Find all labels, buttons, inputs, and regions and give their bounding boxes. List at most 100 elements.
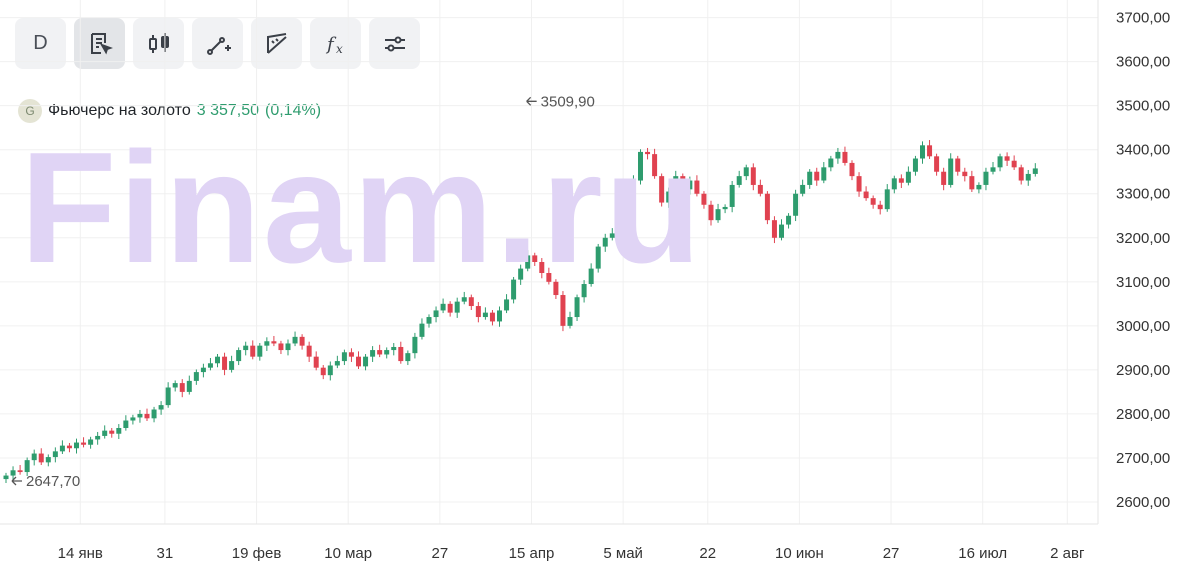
candle-body [623, 193, 629, 223]
candle-body [116, 428, 122, 434]
candle-body [243, 345, 249, 351]
candle-body [511, 279, 517, 300]
ruler-button[interactable] [251, 18, 302, 69]
candle-body [186, 380, 192, 392]
y-tick-label: 3300,00 [1116, 186, 1170, 203]
candle-body [666, 191, 672, 203]
candle-body [687, 180, 693, 190]
candle-body [109, 430, 115, 434]
candle-body [652, 154, 658, 177]
candle-body [3, 475, 9, 480]
candle-body [475, 306, 481, 318]
candle-body [708, 204, 714, 221]
candle-body [306, 345, 312, 357]
candle-body [1032, 168, 1038, 174]
y-tick-label: 3000,00 [1116, 318, 1170, 335]
candle-body [1018, 167, 1024, 181]
candle-body [123, 420, 129, 429]
x-tick-label: 10 мар [324, 545, 372, 562]
candle-body [207, 363, 213, 368]
instrument-change: (0,14%) [265, 102, 322, 119]
indicators-button[interactable]: f x [310, 18, 361, 69]
candle-body [630, 180, 636, 194]
candle-body [595, 246, 601, 269]
candle-body [433, 310, 439, 318]
candle-body [24, 460, 30, 473]
instrument-name: Фьючерс на золото [48, 102, 191, 119]
candle-body [482, 312, 488, 318]
candle-body [715, 209, 721, 221]
candle-body [59, 445, 65, 452]
candle-body [313, 356, 319, 368]
ruler-icon [266, 32, 287, 54]
y-tick-label: 3700,00 [1116, 10, 1170, 27]
candle-body [821, 167, 827, 181]
candle-body [779, 224, 784, 238]
candle-body [292, 336, 298, 344]
candle-body [574, 297, 580, 318]
annotation-label: 2647,70 [26, 473, 80, 490]
x-tick-label: 5 май [603, 545, 643, 562]
candle-body [983, 171, 989, 185]
candle-body [81, 442, 87, 445]
candle-body [222, 356, 228, 370]
candle-body [257, 345, 263, 357]
candle-body [807, 171, 813, 185]
candle-body [814, 171, 820, 181]
candle-body [405, 353, 411, 362]
candle-body [722, 206, 728, 210]
instrument-badge: G [18, 99, 42, 123]
annotation-label: 3509,90 [541, 93, 595, 110]
y-tick-label: 3400,00 [1116, 142, 1170, 159]
candle-body [560, 295, 566, 326]
candle-body [504, 299, 510, 311]
candle-body [659, 176, 665, 203]
price-annotation: 3509,90 [526, 93, 595, 110]
candle-body [151, 409, 157, 419]
period-button[interactable]: D [15, 18, 66, 69]
candle-body [45, 457, 51, 463]
candle-body [736, 176, 742, 185]
y-tick-label: 3100,00 [1116, 274, 1170, 291]
candle-body [680, 176, 686, 190]
x-tick-label: 31 [157, 545, 174, 562]
candle-body [588, 268, 594, 285]
candle-body [447, 303, 453, 313]
chart-settings-button[interactable] [74, 18, 125, 69]
x-tick-label: 19 фев [232, 545, 282, 562]
candle-body [144, 413, 150, 419]
candle-body [835, 151, 841, 159]
candle-body [920, 145, 925, 159]
candle-body [66, 445, 72, 449]
candle-body [955, 158, 961, 172]
candle-body [454, 301, 460, 313]
candle-body [912, 158, 918, 172]
candle-body [701, 193, 707, 205]
candle-body [905, 171, 911, 183]
instrument-legend: G Фьючерс на золото 3 357,50 (0,14%) [18, 99, 321, 123]
candle-body [278, 343, 284, 351]
candle-body [348, 352, 354, 357]
x-tick-label: 14 янв [58, 545, 103, 562]
candle-body [793, 193, 799, 216]
candle-body [976, 184, 982, 190]
candle-body [757, 184, 763, 194]
candle-body [130, 417, 136, 421]
candle-body [363, 356, 369, 367]
x-tick-label: 27 [883, 545, 900, 562]
candle-body [102, 430, 108, 436]
x-tick-label: 2 авг [1050, 545, 1085, 562]
candle-body [729, 184, 735, 207]
document-cursor-icon [90, 32, 113, 54]
candle-body [764, 193, 770, 221]
candle-body [377, 350, 383, 355]
annotation-arrow [11, 476, 22, 486]
candle-body [419, 323, 425, 337]
candle-body [31, 453, 37, 461]
candle-body [891, 178, 897, 190]
line-plus-icon [206, 36, 231, 55]
drawing-line-button[interactable] [192, 18, 243, 69]
settings-button[interactable] [369, 18, 420, 69]
candle-body [673, 176, 679, 192]
